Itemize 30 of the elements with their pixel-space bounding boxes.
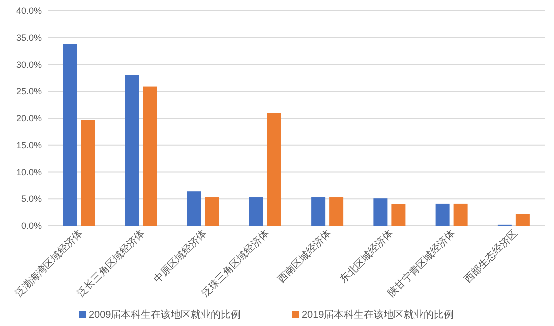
- bar: [267, 113, 282, 226]
- bar: [392, 204, 406, 226]
- legend-label: 2019届本科生在该地区就业的比例: [302, 309, 454, 321]
- bar: [454, 204, 468, 226]
- bar: [205, 198, 220, 226]
- bar: [63, 44, 78, 226]
- x-tick-label: 中原区域经济体: [151, 228, 210, 286]
- y-tick-label: 25.0%: [16, 86, 42, 97]
- legend-label: 2009届本科生在该地区就业的比例: [89, 309, 242, 321]
- bar: [187, 192, 202, 226]
- x-tick-label: 西南区域经济体: [276, 228, 334, 286]
- bar: [312, 198, 326, 226]
- bar: [249, 198, 264, 226]
- bar: [125, 76, 140, 226]
- y-tick-label: 35.0%: [16, 32, 42, 43]
- y-tick-label: 5.0%: [21, 194, 42, 204]
- y-tick-label: 30.0%: [16, 60, 42, 70]
- bar: [143, 86, 158, 226]
- bar: [436, 204, 450, 226]
- y-tick-label: 20.0%: [16, 114, 42, 124]
- y-tick-label: 40.0%: [16, 6, 42, 16]
- bar: [330, 198, 344, 226]
- x-tick-label: 西部生态经济区: [462, 228, 520, 286]
- x-tick-label: 东北区域经济体: [338, 228, 396, 286]
- bar: [374, 198, 388, 226]
- bar: [81, 120, 96, 226]
- y-tick-label: 0.0%: [21, 221, 42, 231]
- y-tick-label: 10.0%: [16, 167, 42, 178]
- bar: [516, 214, 530, 226]
- y-tick-label: 15.0%: [16, 140, 42, 150]
